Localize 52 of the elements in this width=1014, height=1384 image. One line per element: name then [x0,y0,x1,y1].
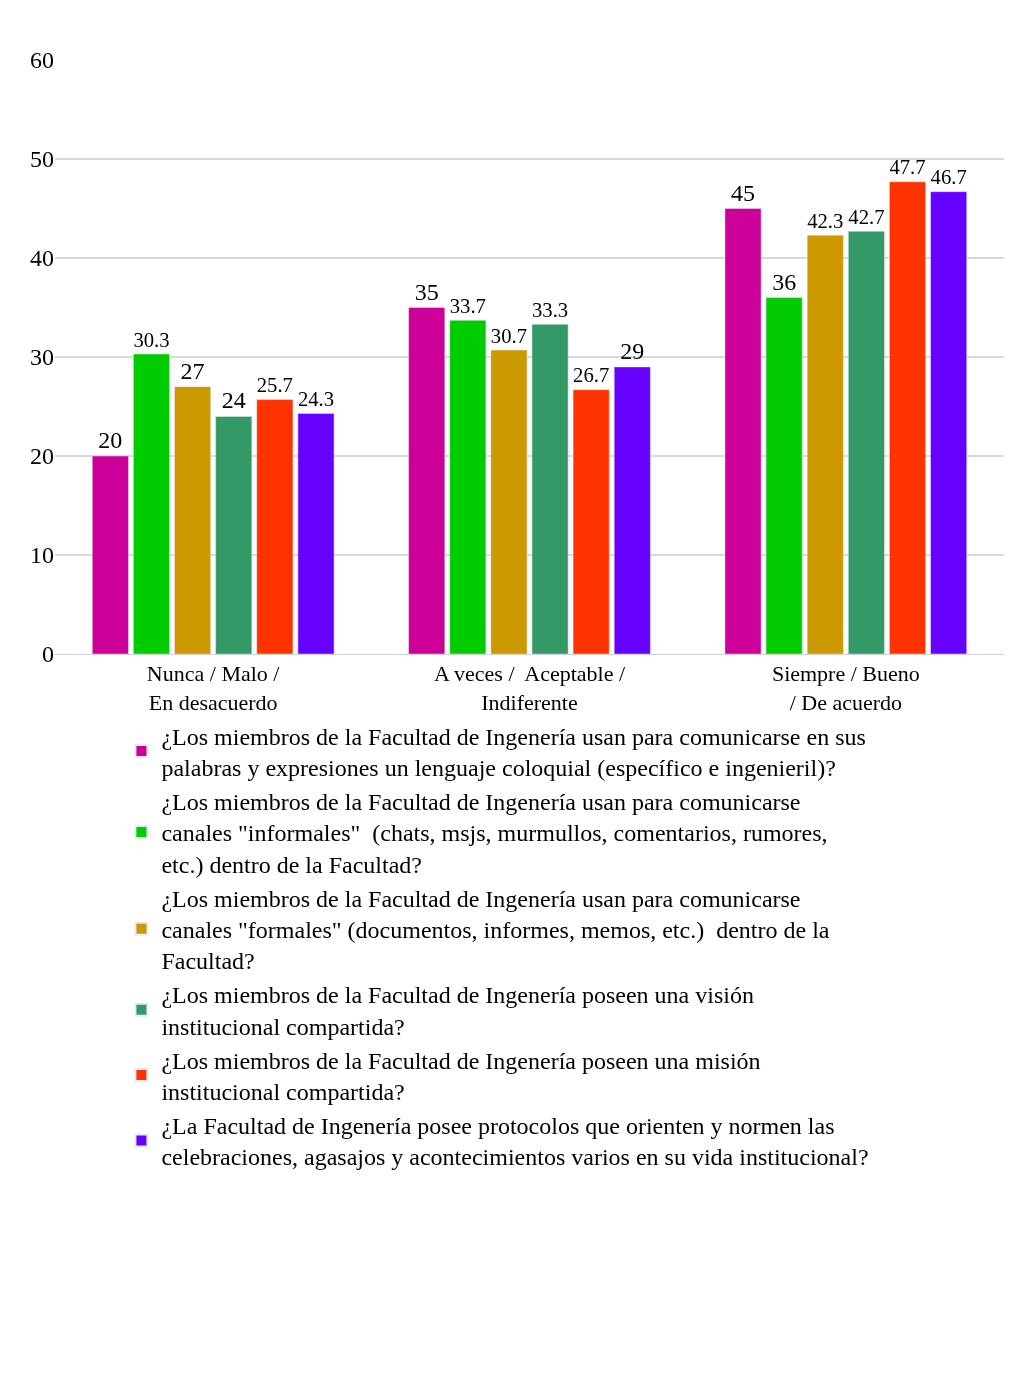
legend-label: ¿Los miembros de la Facultad de Ingenería poseen una misión institucional compartida? [161,1047,761,1106]
data-label: 36 [772,268,797,295]
data-label: 26.7 [573,364,610,387]
bar [408,307,446,654]
data-label: 29 [620,337,645,364]
bar [256,399,294,654]
bar [930,191,967,654]
data-label: 42.3 [807,209,844,232]
data-label: 25.7 [256,374,293,397]
data-label: 20 [98,427,123,453]
y-tick-label: 40 [30,245,54,272]
bar [133,353,170,654]
y-tick-label: 50 [30,146,54,173]
data-label: 35 [414,278,439,305]
bar [92,455,129,654]
legend-label: ¿Los miembros de la Facultad de Ingenería usan para comunicarse canales "formales" (documentos, informes, memos, etc.) dentro de la Facultad? [161,885,830,975]
bar [806,234,844,654]
bar [297,413,335,654]
bar [531,324,569,654]
data-label: 45 [731,179,756,206]
bar [449,320,487,654]
bar [490,349,528,654]
data-label: 42.7 [848,205,885,228]
bar [848,231,885,654]
data-label: 47.7 [889,156,926,179]
bar [765,297,803,654]
data-label: 27 [180,357,205,384]
legend-label: ¿Los miembros de la Facultad de Ingenería usan para comunicarse en sus palabras y expresiones un lenguaje coloquial (específico e ingenieril)? [161,723,866,782]
y-tick-label: 60 [30,47,54,74]
x-tick-label: Siempre / Bueno / De acuerdo [771,661,920,715]
bar [724,208,762,654]
data-label: 33.3 [531,299,569,322]
data-label: 30.3 [133,328,170,351]
legend-label: ¿Los miembros de la Facultad de Ingenería usan para comunicarse canales "informales" (chats, msjs, murmullos, comentarios, rumores, etc.) dentro de la Facultad? [161,789,828,878]
legend-label: ¿Los miembros de la Facultad de Ingenería poseen una visión institucional compartida? [161,982,754,1040]
y-tick-label: 20 [30,443,54,470]
y-tick-label: 10 [30,542,54,569]
y-tick-label: 30 [30,344,54,371]
y-tick-label: 0 [42,641,54,668]
data-label: 24.3 [297,388,335,411]
data-label: 30.7 [490,324,528,347]
legend-label: ¿La Facultad de Ingenería posee protocolos que orienten y normen las celebraciones, agasajos y acontecimientos varios en su vida institucional? [161,1113,869,1171]
data-label: 24 [221,387,246,414]
bar [215,416,253,654]
bar [174,386,211,654]
x-tick-label: A veces / Aceptable / Indiferente [433,661,626,715]
x-tick-label: Nunca / Malo / En desacuerdo [146,661,281,715]
bar [572,389,610,654]
bar [613,366,651,654]
bar [889,181,926,654]
data-label: 46.7 [930,166,967,189]
data-label: 33.7 [449,295,486,318]
